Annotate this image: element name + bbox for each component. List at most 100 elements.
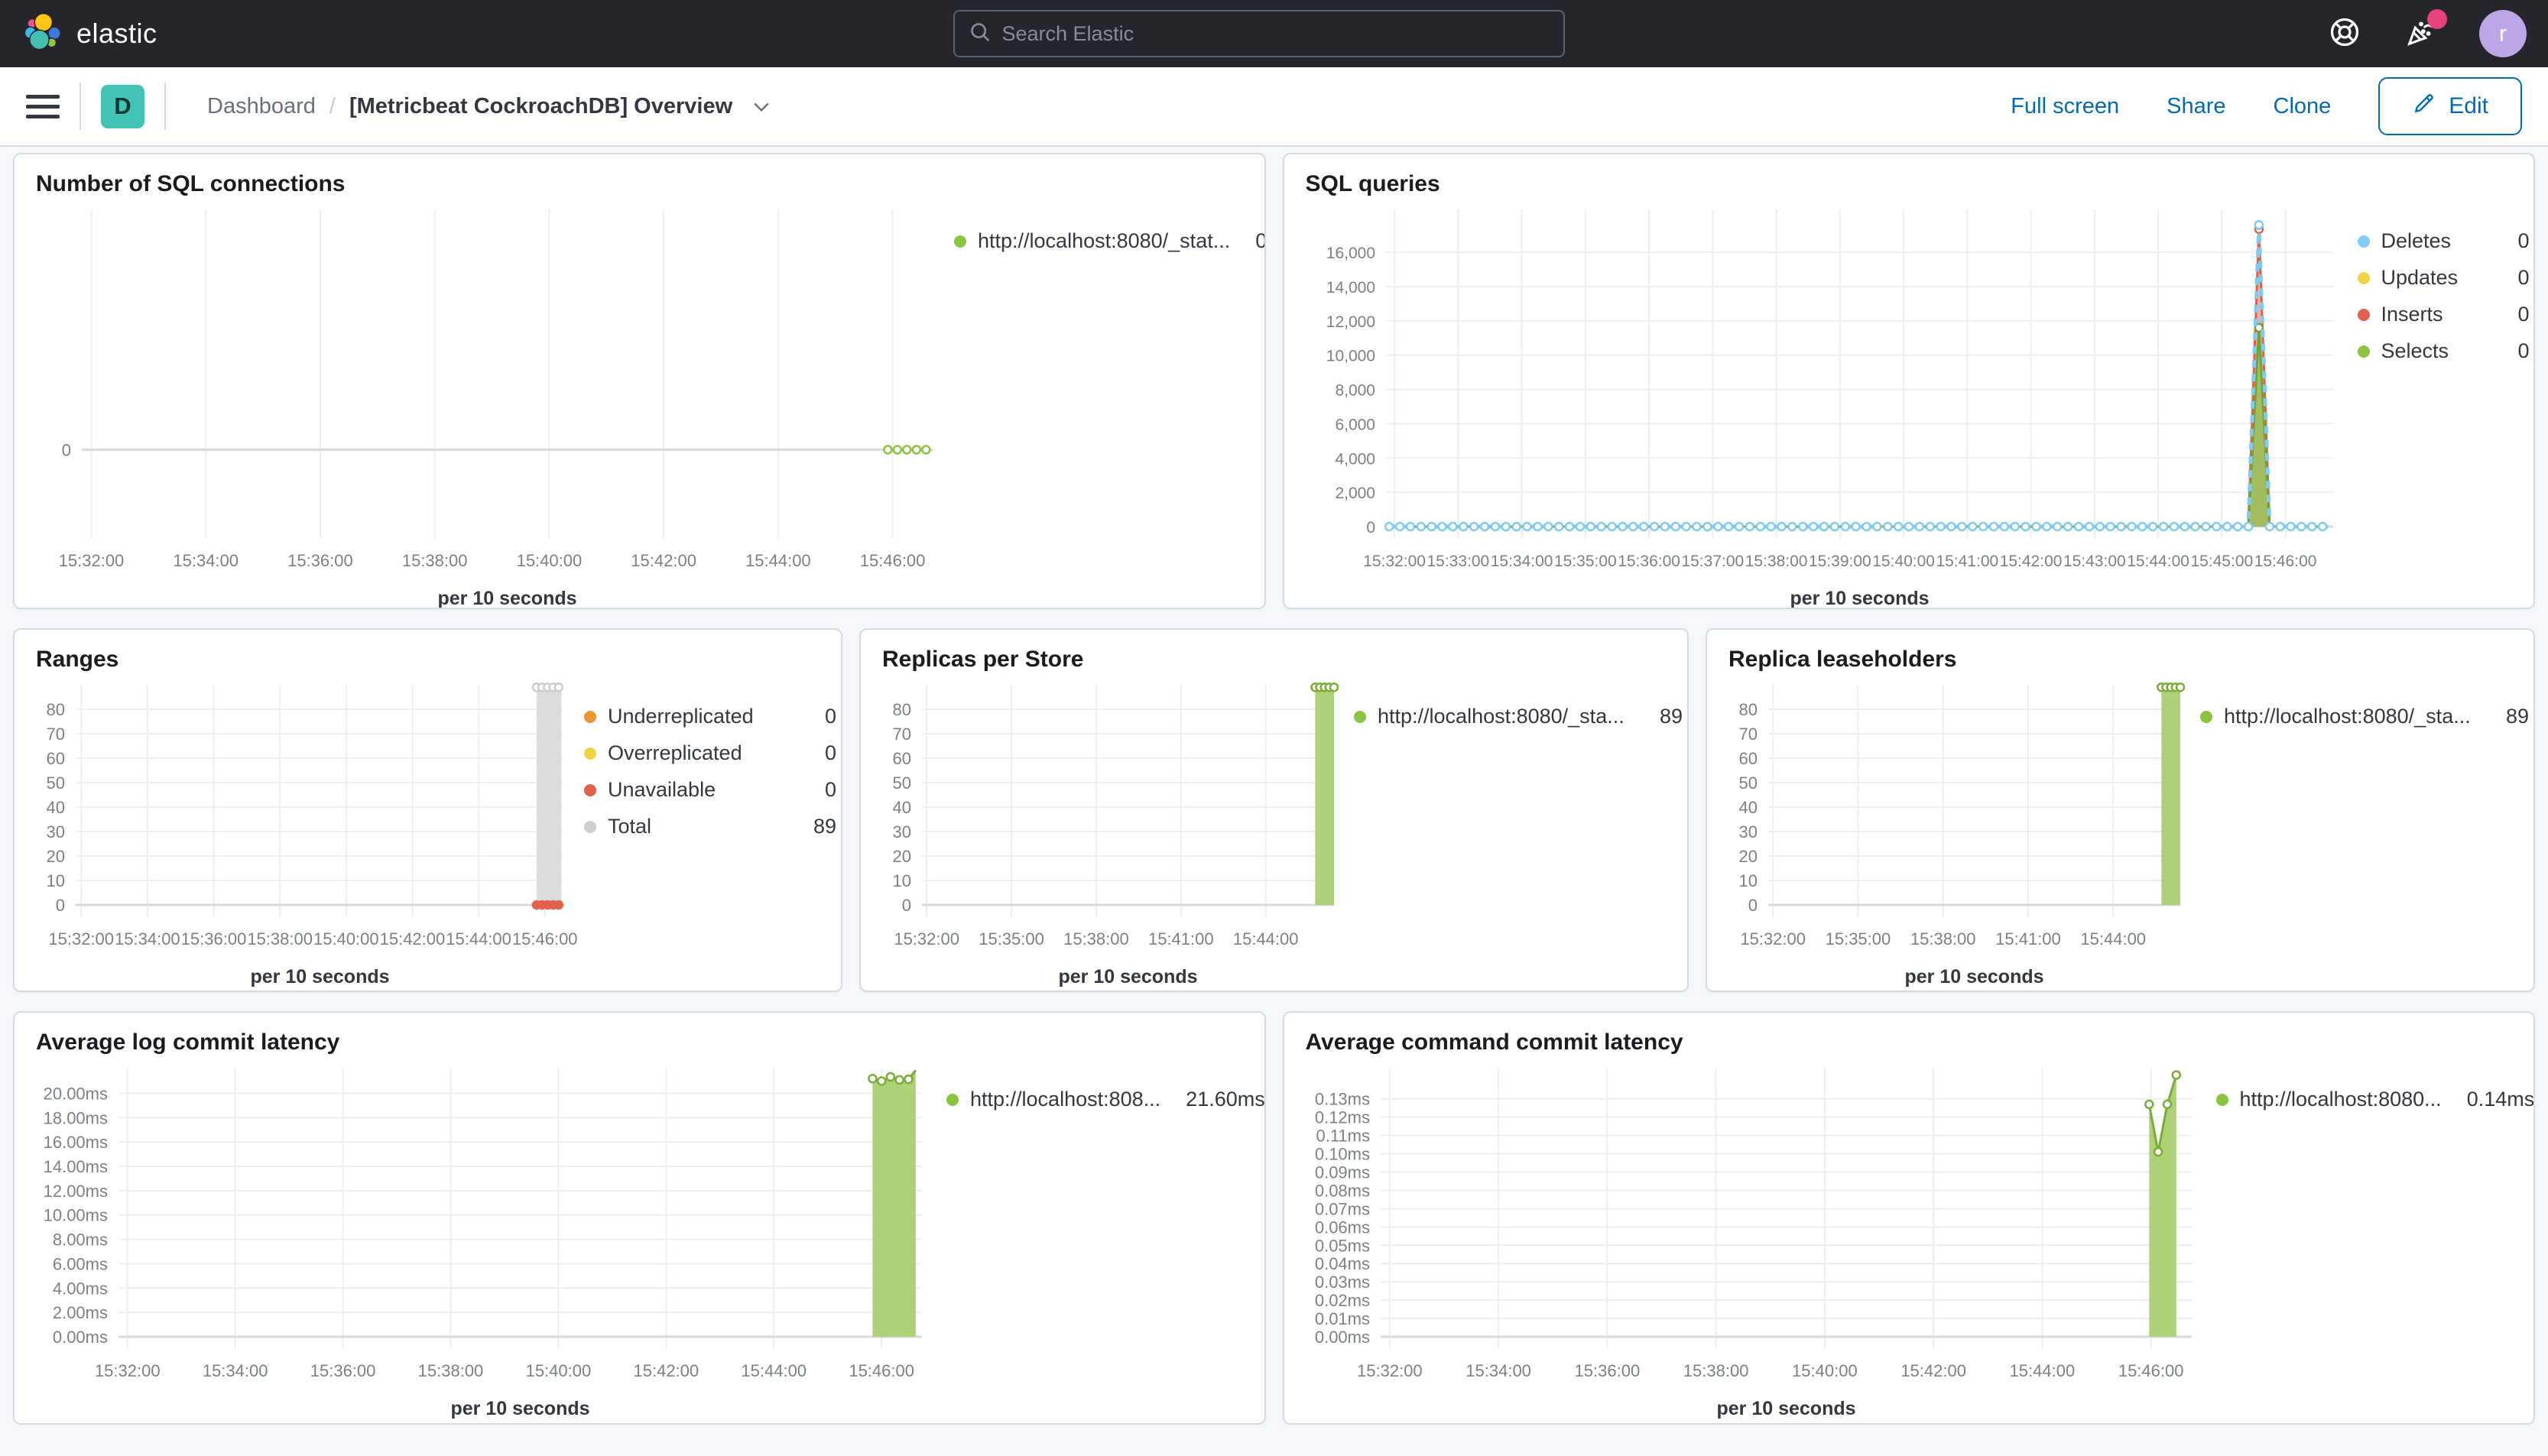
chart-avg-log-commit-latency: 15:32:00 15:34:00 15:36:00 15:38:00 15:40:00… [15, 1059, 1264, 1421]
legend-label: http://localhost:8080/_sta... [2224, 705, 2471, 728]
series-marker-command-commit-latency [2171, 1070, 2181, 1080]
y-tick-label: 10 [893, 871, 911, 890]
x-tick-label: 15:44:00 [1233, 929, 1299, 949]
legend-dot-icon [2357, 345, 2370, 358]
series-marker-Deletes [1755, 521, 1765, 532]
series-marker-Deletes [1829, 521, 1839, 532]
search-input[interactable] [1001, 21, 1550, 46]
chart-canvas-avg-command-commit-latency: 15:32:00 15:34:00 15:36:00 15:38:00 15:40:00… [1314, 1068, 2192, 1419]
legend-label: Updates [2381, 266, 2459, 289]
x-axis-title: per 10 seconds [437, 588, 576, 609]
x-tick-label: 15:38:00 [418, 1361, 484, 1380]
series-marker-Deletes [1670, 521, 1680, 532]
y-tick-label: 50 [47, 773, 65, 793]
newsfeed-button[interactable] [2403, 9, 2447, 52]
menu-icon[interactable] [26, 89, 60, 123]
avatar-initial: r [2498, 20, 2507, 47]
legend-item[interactable]: Selects 0 [2357, 339, 2530, 363]
x-tick-label: 15:42:00 [1900, 1361, 1966, 1380]
series-marker-Deletes [2274, 521, 2285, 532]
series-area-Inserts [1388, 229, 2328, 527]
y-tick-label: 10,000 [1326, 348, 1375, 365]
legend-item[interactable]: Updates 0 [2357, 266, 2530, 290]
clone-button[interactable]: Clone [2273, 93, 2332, 118]
legend-item[interactable]: http://localhost:8080/_sta... 89 [2200, 705, 2529, 728]
y-tick-label: 60 [47, 749, 65, 768]
series-marker-Deletes [2232, 521, 2242, 532]
series-marker-connections [883, 445, 893, 455]
help-button[interactable] [2326, 15, 2363, 52]
user-avatar[interactable]: r [2479, 10, 2527, 57]
x-axis-title: per 10 seconds [1904, 966, 2043, 987]
y-tick-label: 20.00ms [44, 1084, 108, 1103]
legend-value: 89 [1659, 705, 1683, 728]
series-marker-Deletes [1861, 521, 1871, 532]
elastic-brand[interactable]: elastic [21, 11, 157, 57]
series-marker-log-commit-latency [868, 1074, 878, 1084]
legend-label: Overreplicated [608, 741, 742, 764]
legend-label: Deletes [2381, 229, 2452, 252]
legend-dot-icon [2357, 308, 2370, 321]
y-tick-label: 6.00ms [53, 1254, 108, 1273]
x-tick-label: 15:42:00 [1999, 553, 2062, 570]
x-tick-label: 15:34:00 [1466, 1361, 1531, 1380]
x-tick-label: 15:44:00 [741, 1361, 807, 1380]
series-marker-Deletes [2105, 521, 2115, 532]
edit-button[interactable]: Edit [2378, 77, 2522, 135]
legend-item[interactable]: http://localhost:808... 21.60ms [946, 1088, 1264, 1111]
legend-dot-icon [1354, 710, 1366, 723]
series-marker-Deletes [1426, 521, 1436, 532]
legend-item[interactable]: http://localhost:8080/_stat... 0 [954, 229, 1264, 253]
legend-item[interactable]: Inserts 0 [2357, 303, 2530, 326]
x-tick-label: 15:43:00 [2063, 553, 2125, 570]
legend-item[interactable]: http://localhost:8080/_sta... 89 [1354, 705, 1683, 728]
legend-item[interactable]: Overreplicated 0 [584, 741, 836, 765]
series-marker-Deletes [1469, 521, 1478, 532]
series-marker-log-commit-latency [876, 1076, 887, 1086]
y-tick-label: 80 [47, 700, 65, 719]
y-tick-label: 0 [1366, 519, 1375, 537]
y-tick-label: 20 [893, 847, 911, 866]
y-tick-label: 6,000 [1335, 416, 1375, 433]
legend-item[interactable]: Underreplicated 0 [584, 705, 836, 728]
chart-replica-leaseholders: 15:32:00 15:35:00 15:38:00 15:41:00 15:44:00… [1707, 676, 2533, 989]
y-tick-label: 0.00ms [1314, 1328, 1369, 1347]
dashboard-app-badge: D [101, 84, 144, 128]
legend-dot-icon [584, 710, 596, 723]
series-marker-Deletes [1712, 521, 1723, 532]
legend-item[interactable]: Deletes 0 [2357, 229, 2530, 253]
legend-item[interactable]: Unavailable 0 [584, 778, 836, 802]
series-marker-Deletes [1479, 521, 1489, 532]
series-marker-leaseholders [2175, 682, 2186, 692]
share-button[interactable]: Share [2167, 93, 2226, 118]
legend-dot-icon [2357, 235, 2370, 248]
life-ring-icon [2328, 15, 2361, 53]
series-marker-Deletes [1405, 521, 1415, 532]
legend-value: 0 [1242, 229, 1264, 253]
panel-title: Average command commit latency [1305, 1030, 1683, 1055]
legend-item[interactable]: http://localhost:8080... 0.14ms [2215, 1088, 2533, 1111]
y-tick-label: 0.03ms [1314, 1273, 1369, 1292]
series-marker-Deletes [1595, 521, 1606, 532]
x-tick-label: 15:44:00 [745, 551, 811, 570]
chevron-down-icon[interactable] [751, 96, 772, 117]
series-marker-log-commit-latency [894, 1075, 904, 1085]
series-marker-Deletes [2211, 521, 2222, 532]
series-marker-Deletes [1394, 521, 1404, 532]
panel-sql-queries: SQL queries 15:32:00 15:33:00 15:34:00 15:3… [1282, 153, 2535, 609]
y-tick-label: 0.06ms [1314, 1218, 1369, 1237]
y-tick-label: 30 [47, 822, 65, 841]
legend-item[interactable]: Total 89 [584, 815, 836, 838]
chart-canvas-replica-leaseholders: 15:32:00 15:35:00 15:38:00 15:41:00 15:44:00… [1739, 682, 2186, 987]
series-marker-Deletes [2073, 521, 2083, 532]
series-marker-Deletes [2137, 521, 2147, 532]
x-tick-label: 15:38:00 [1683, 1361, 1748, 1380]
y-tick-label: 0 [62, 440, 71, 459]
x-axis-title: per 10 seconds [450, 1398, 589, 1419]
full-screen-button[interactable]: Full screen [2011, 93, 2120, 118]
global-search[interactable] [953, 10, 1565, 57]
breadcrumb-dashboard-link[interactable]: Dashboard [207, 93, 316, 118]
y-tick-label: 0.04ms [1314, 1254, 1369, 1273]
series-marker-Deletes [2296, 521, 2306, 532]
series-marker-Deletes [1850, 521, 1861, 532]
